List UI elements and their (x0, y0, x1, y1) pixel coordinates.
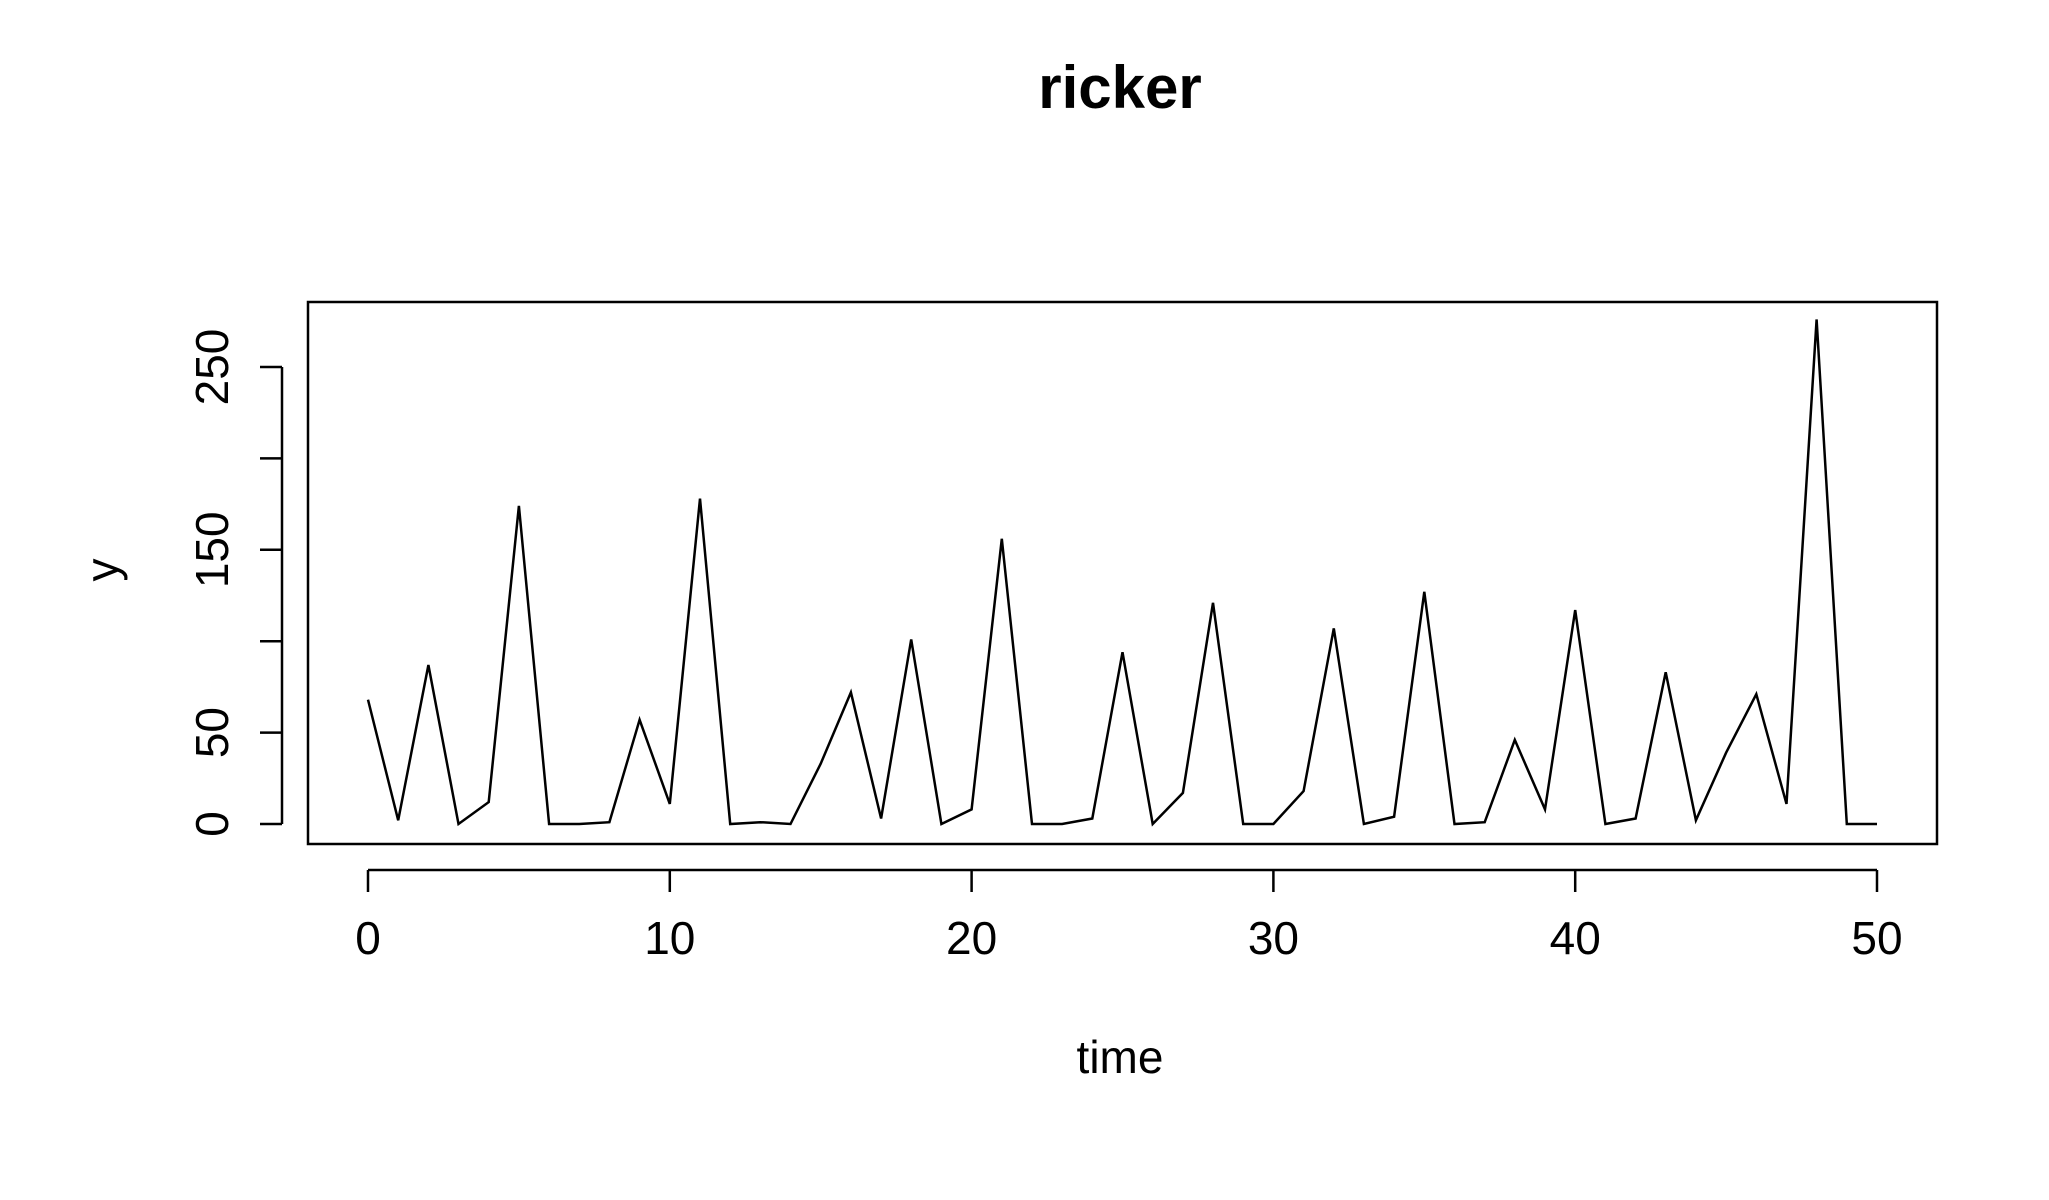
y-tick-label: 250 (186, 329, 238, 406)
x-tick-label: 0 (355, 912, 381, 964)
chart-title: ricker (1038, 54, 1201, 121)
x-axis-label: time (1077, 1031, 1164, 1083)
x-tick-label: 50 (1851, 912, 1902, 964)
x-tick-label: 20 (946, 912, 997, 964)
y-tick-label: 50 (186, 707, 238, 758)
x-tick-label: 10 (644, 912, 695, 964)
plot-frame (306, 300, 1939, 846)
y-axis: 0 50 150 250 (186, 329, 284, 837)
y-tick-label: 150 (186, 511, 238, 588)
y-tick-label: 0 (186, 811, 238, 837)
x-tick-label: 40 (1550, 912, 1601, 964)
x-tick-label: 30 (1248, 912, 1299, 964)
y-axis-label: y (76, 559, 128, 582)
series-line (366, 319, 1877, 827)
x-axis: 0 10 20 30 40 50 (355, 868, 1903, 964)
